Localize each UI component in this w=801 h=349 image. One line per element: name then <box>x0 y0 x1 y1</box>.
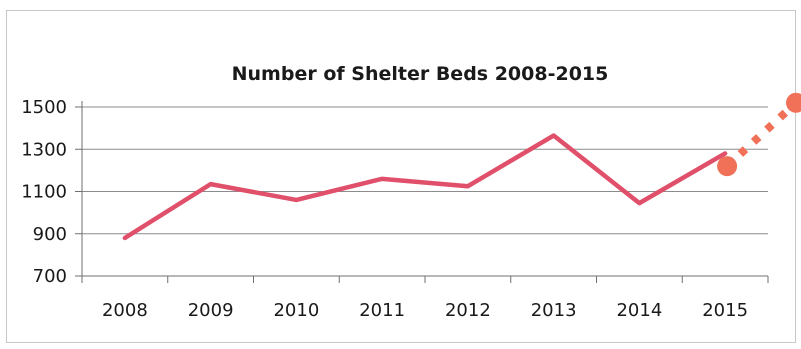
y-tick-label: 1500 <box>21 97 67 118</box>
x-tick-label: 2012 <box>445 300 491 321</box>
projection-end-marker <box>786 92 801 113</box>
x-tick-label: 2010 <box>273 300 319 321</box>
x-tick-label: 2009 <box>188 300 234 321</box>
y-tick-label: 900 <box>33 224 67 245</box>
y-tick-labels: 1500 1300 1100 900 700 <box>21 97 67 287</box>
projection-start-marker <box>717 156 738 177</box>
y-tick-label: 700 <box>33 266 67 287</box>
chart-title: Number of Shelter Beds 2008-2015 <box>232 63 609 85</box>
x-tick-label: 2011 <box>359 300 405 321</box>
y-tick-label: 1300 <box>21 139 67 160</box>
x-tick-label: 2015 <box>702 300 748 321</box>
axes <box>75 101 769 283</box>
x-tick-label: 2014 <box>616 300 662 321</box>
series <box>122 133 728 241</box>
x-tick-labels: 2008 2009 2010 2011 2012 2013 2014 2015 <box>102 300 748 321</box>
gridlines <box>82 106 768 235</box>
chart-frame <box>6 10 796 343</box>
projection-dotted-line <box>724 99 799 170</box>
x-tick-label: 2013 <box>531 300 577 321</box>
series-line <box>122 133 728 241</box>
x-tick-label: 2008 <box>102 300 148 321</box>
y-tick-label: 1100 <box>21 182 67 203</box>
projection <box>717 92 801 177</box>
